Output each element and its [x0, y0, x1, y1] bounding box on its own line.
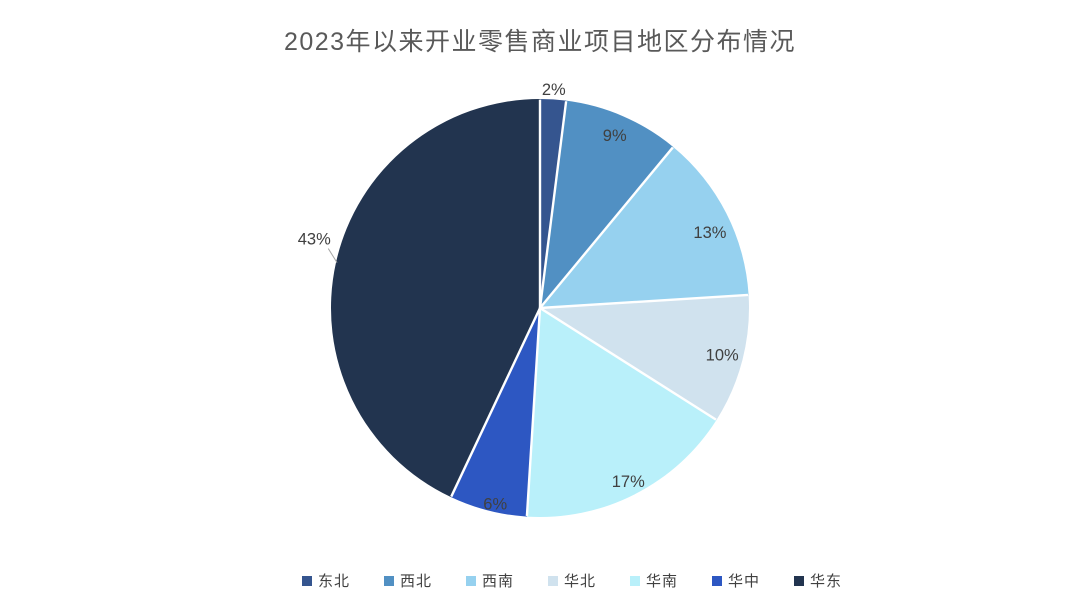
chart-title: 2023年以来开业零售商业项目地区分布情况	[283, 28, 797, 56]
slice-separator	[539, 293, 749, 310]
legend-item-华东: 华东	[794, 570, 842, 591]
legend-label: 华北	[563, 573, 596, 590]
leader-line	[327, 248, 338, 263]
slice-separator	[539, 146, 674, 309]
legend-marker	[794, 575, 805, 586]
pie-label-西北: 9%	[603, 127, 627, 145]
pie-slice-华南	[526, 308, 717, 518]
legend-item-华南: 华南	[630, 570, 678, 591]
legend-marker	[630, 575, 640, 586]
pie-label-华东: 43%	[298, 230, 331, 248]
pie-slice-西南	[540, 146, 749, 308]
legend-marker	[465, 575, 476, 586]
legend-marker	[383, 575, 394, 586]
slice-separator	[538, 101, 568, 309]
legend-item-华中: 华中	[712, 570, 760, 591]
legend-item-西南: 西南	[465, 570, 514, 591]
legend-marker	[547, 575, 558, 586]
legend-label: 西北	[399, 573, 432, 590]
legend: 东北 西北 西南 华北 华南 华中 华东	[32, 570, 1080, 591]
slice-separator	[450, 307, 542, 498]
legend-label: 西南	[481, 573, 514, 590]
pie-label-华北: 10%	[706, 347, 739, 365]
legend-label: 华东	[810, 573, 843, 590]
pie-label-西南: 13%	[693, 224, 726, 242]
pie-label-华中: 6%	[483, 495, 507, 513]
legend-label: 华中	[728, 573, 761, 590]
legend-marker	[712, 575, 723, 586]
legend-marker	[301, 575, 312, 586]
slice-separator	[539, 306, 717, 421]
legend-label: 东北	[317, 573, 350, 590]
pie-slice-华东	[330, 98, 540, 498]
legend-label: 华南	[646, 573, 679, 590]
pie-slice-华中	[451, 308, 540, 517]
pie-slice-华北	[540, 294, 750, 420]
pie-slice-西北	[540, 100, 674, 309]
legend-item-西北: 西北	[383, 570, 432, 591]
legend-item-东北: 东北	[301, 570, 350, 591]
slice-separator	[525, 307, 542, 517]
legend-item-华北: 华北	[547, 570, 596, 591]
pie-label-华南: 17%	[612, 473, 645, 491]
pie-label-东北: 2%	[542, 81, 566, 99]
